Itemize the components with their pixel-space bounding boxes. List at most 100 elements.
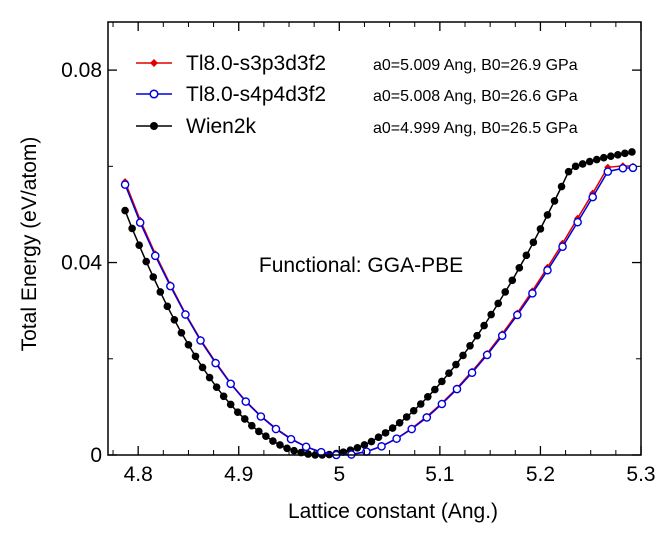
data-point [497,331,507,340]
data-point [599,153,608,162]
data-point [374,433,383,441]
data-point [128,224,136,233]
legend-note-s3p3d3f2: a0=5.009 Ang, B0=26.9 GPa [373,57,578,74]
data-point [271,424,281,434]
data-point [290,446,298,455]
x-tick-label: 5.1 [425,463,454,486]
data-point [431,385,439,394]
x-axis-title: Lattice constant (Ang.) [288,500,498,523]
data-point [437,399,447,409]
series-line-tl8-0-s3p3d3f2 [124,165,634,456]
data-point [466,341,474,350]
data-point [550,197,559,205]
data-point [522,251,531,260]
data-point [482,350,492,360]
data-point [603,167,613,176]
data-point [515,264,524,272]
data-point [388,424,397,432]
data-point [276,441,284,449]
data-point [557,182,566,191]
data-point [362,447,371,456]
data-point [212,383,221,391]
data-point [529,238,538,247]
data-point [395,418,404,427]
data-point [571,162,580,171]
data-point [256,412,266,421]
legend-item-wien2k: Wien2k a0=4.999 Ang, B0=26.5 GPa [136,115,578,138]
data-point [473,331,481,340]
legend-marker-s3p3d3f2 [150,59,158,67]
data-point [219,392,228,401]
data-point [381,429,390,437]
data-point [543,211,552,219]
data-point [392,434,401,443]
data-point [205,373,214,382]
data-point [360,441,369,449]
data-point [269,437,277,445]
data-point [543,265,552,275]
data-point [585,157,594,166]
data-point [564,167,573,176]
plot-area [120,148,638,460]
data-point [513,310,522,320]
data-point [177,328,186,337]
data-point [135,218,145,227]
x-tick-label: 5.2 [526,463,555,486]
axes: 4.8 4.9 5 5.1 5.2 5.3 0 0.04 0.08 [61,21,656,486]
data-point [233,408,242,416]
plot-frame [107,21,642,456]
legend: Tl8.0-s3p3d3f2 a0=5.009 Ang, B0=26.9 GPa… [136,52,578,138]
data-point [226,400,235,409]
series-tl8-0-s4p4d3f2 [120,163,638,460]
data-point [592,155,601,164]
data-point [150,251,160,261]
legend-marker-wien2k [150,122,158,130]
data-point [480,321,488,330]
data-point [573,217,582,227]
legend-label-wien2k: Wien2k [186,115,257,138]
data-point [170,316,179,324]
data-point [416,400,425,408]
data-point [402,413,411,421]
data-point [618,163,628,173]
data-point [536,225,545,233]
data-point [528,289,537,298]
data-point [558,242,567,251]
legend-note-wien2k: a0=4.999 Ang, B0=26.5 GPa [373,120,578,137]
data-point [262,432,270,441]
series-line-tl8-0-s4p4d3f2 [124,167,634,456]
data-point [621,149,629,158]
data-point [367,437,376,446]
data-point [142,257,151,266]
legend-marker-s4p4d3f2 [149,89,159,99]
x-tick-label: 4.9 [224,463,253,486]
y-tick-label: 0.08 [61,59,102,82]
data-point [501,288,510,296]
data-point [452,360,460,369]
data-point [163,302,172,311]
y-tick-label: 0 [90,444,102,467]
data-point [184,341,193,349]
data-point [487,310,495,319]
functional-annotation: Functional: GGA-PBE [259,254,463,277]
data-point [198,363,207,372]
data-point [181,310,190,319]
data-point [226,379,235,389]
data-point [628,148,636,156]
data-point [255,427,263,436]
data-point [607,152,615,161]
data-point [424,392,432,401]
data-point [120,180,130,189]
data-point [241,397,251,406]
data-point [149,273,158,281]
data-point [196,336,205,345]
data-point [459,351,467,360]
y-axis-title: Total Energy (eV/atom) [18,137,41,352]
data-point [409,406,418,415]
data-point [422,413,432,422]
data-point [445,369,453,378]
data-point [304,450,312,458]
data-point [156,288,165,296]
data-point [286,434,296,444]
